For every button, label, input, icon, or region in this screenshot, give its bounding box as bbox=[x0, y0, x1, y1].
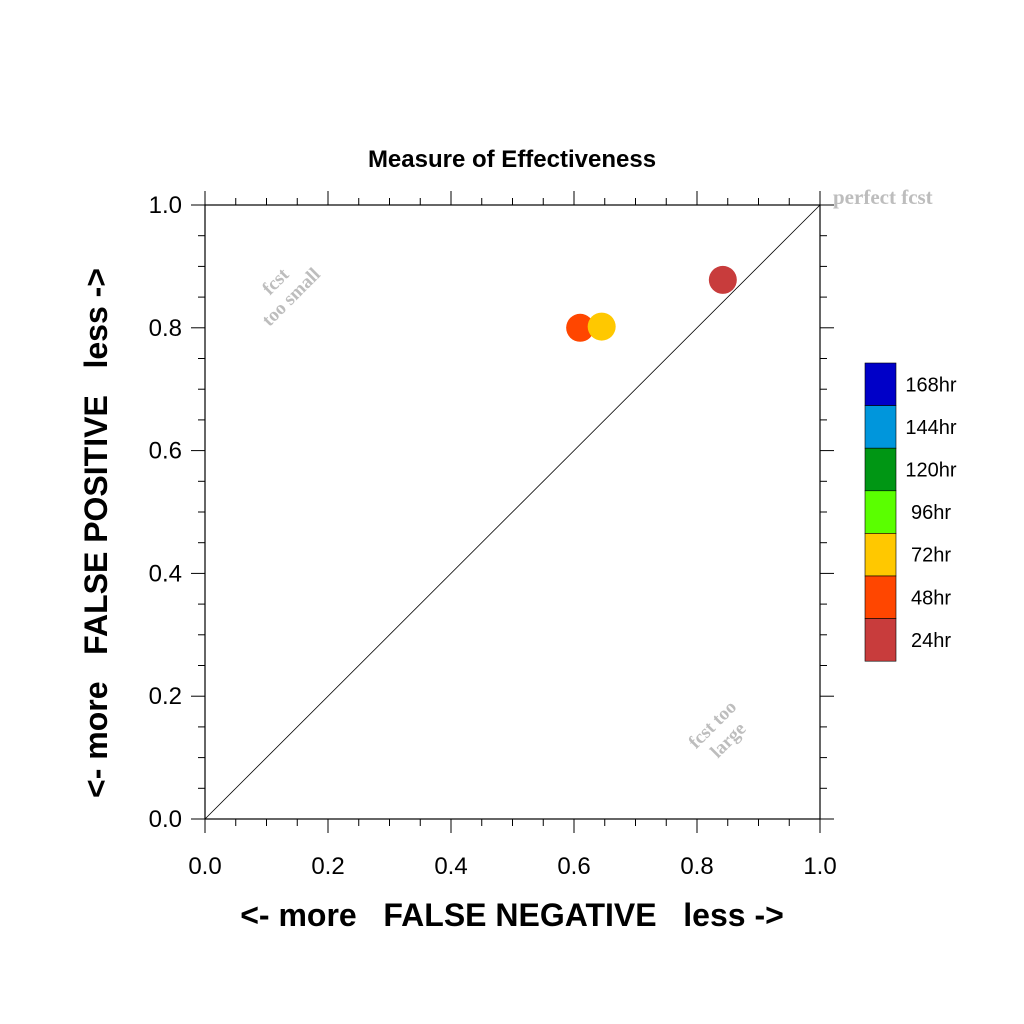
x-tick-label: 0.2 bbox=[311, 853, 344, 880]
x-axis-label: <- more FALSE NEGATIVE less -> bbox=[240, 897, 784, 933]
data-point-48hr bbox=[566, 313, 595, 342]
x-tick-label: 0.8 bbox=[680, 853, 713, 880]
legend-label-144hr: 144hr bbox=[905, 417, 956, 439]
y-tick-label: 0.2 bbox=[149, 683, 182, 710]
x-tick-label: 0.6 bbox=[557, 853, 590, 880]
y-axis-label: <- more FALSE POSITIVE less -> bbox=[78, 268, 114, 798]
legend-label-24hr: 24hr bbox=[911, 630, 951, 652]
x-tick-label: 0.0 bbox=[188, 853, 221, 880]
legend-label-96hr: 96hr bbox=[911, 502, 951, 524]
diagonal-reference-line bbox=[204, 204, 821, 820]
fcst-too-small-annotation: fcst too small bbox=[258, 264, 325, 331]
legend-swatch-144hr bbox=[864, 405, 897, 449]
legend: 168hr 144hr 120hr 96hr 72hr 48hr 24hr bbox=[864, 362, 957, 662]
data-point-72hr bbox=[587, 312, 616, 341]
legend-label-48hr: 48hr bbox=[911, 587, 951, 609]
legend-label-120hr: 120hr bbox=[905, 460, 956, 482]
legend-swatch-48hr bbox=[864, 575, 897, 619]
y-tick-label: 0.0 bbox=[149, 806, 182, 833]
legend-swatch-24hr bbox=[864, 618, 897, 662]
legend-label-168hr: 168hr bbox=[905, 374, 956, 396]
y-tick-label: 1.0 bbox=[149, 192, 182, 219]
x-tick-label: 1.0 bbox=[803, 853, 836, 880]
x-tick-label: 0.4 bbox=[434, 853, 467, 880]
legend-swatch-168hr bbox=[864, 362, 897, 406]
y-tick-label: 0.6 bbox=[149, 438, 182, 465]
chart-title: Measure of Effectiveness bbox=[368, 146, 656, 173]
y-tick-label: 0.8 bbox=[149, 315, 182, 342]
legend-swatch-120hr bbox=[864, 447, 897, 492]
legend-swatch-96hr bbox=[864, 490, 897, 534]
y-tick-labels: 0.0 0.2 0.4 0.6 0.8 1.0 bbox=[149, 192, 182, 833]
fcst-too-large-annotation: fcst too large bbox=[685, 697, 751, 763]
axis-ticks bbox=[191, 191, 834, 833]
perfect-fcst-annotation: perfect fcst bbox=[833, 185, 933, 209]
data-point-24hr bbox=[708, 265, 737, 294]
y-tick-label: 0.4 bbox=[149, 560, 182, 587]
x-tick-labels: 0.0 0.2 0.4 0.6 0.8 1.0 bbox=[188, 853, 836, 880]
legend-swatch-72hr bbox=[864, 533, 897, 577]
data-points bbox=[566, 265, 737, 342]
legend-label-72hr: 72hr bbox=[911, 545, 951, 567]
